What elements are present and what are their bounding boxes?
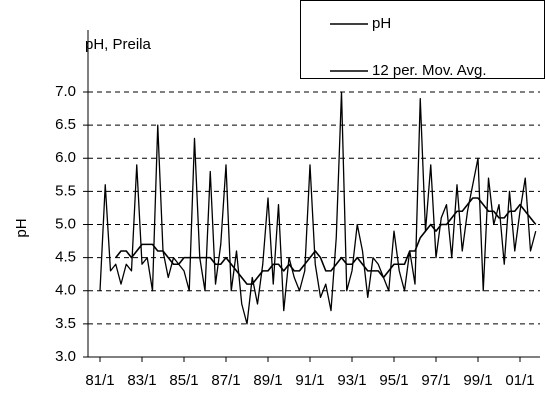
x-tick-label: 95/1 [379, 372, 408, 389]
y-axis-title: pH [13, 218, 30, 237]
x-tick-label: 81/1 [85, 372, 114, 389]
series-line [99, 91, 537, 325]
x-tick-label: 85/1 [169, 372, 198, 389]
x-tick-label: 87/1 [211, 372, 240, 389]
x-tick-label: 99/1 [463, 372, 492, 389]
x-tick-label: 89/1 [253, 372, 282, 389]
y-tick-label: 4.0 [55, 282, 76, 299]
y-tick-label: 6.5 [55, 116, 76, 133]
legend-label: 12 per. Mov. Avg. [372, 62, 487, 79]
y-tick-label: 7.0 [55, 83, 76, 100]
x-tick-label: 91/1 [295, 372, 324, 389]
y-tick-label: 6.0 [55, 149, 76, 166]
x-tick-label: 01/1 [505, 372, 534, 389]
y-tick-label: 3.0 [55, 348, 76, 365]
y-tick-label: 5.0 [55, 215, 76, 232]
x-tick-label: 97/1 [421, 372, 450, 389]
y-tick-label: 4.5 [55, 249, 76, 266]
series-line [115, 197, 537, 285]
y-tick-label: 3.5 [55, 315, 76, 332]
chart-title: pH, Preila [85, 36, 152, 53]
x-tick-label: 83/1 [127, 372, 156, 389]
y-tick-label: 5.5 [55, 182, 76, 199]
x-tick-label: 93/1 [337, 372, 366, 389]
legend-box [300, 0, 545, 79]
legend-label: pH [372, 15, 391, 32]
